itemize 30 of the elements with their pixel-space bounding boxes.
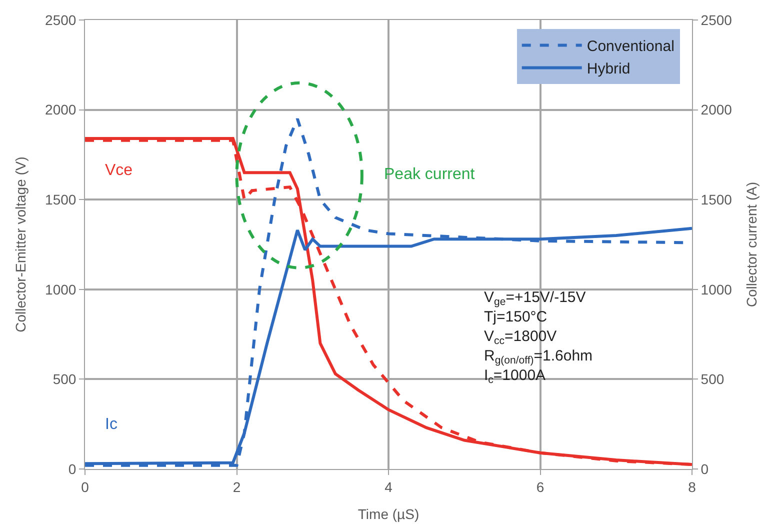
annotation: R$_{g(on/off)}$=1.6ohm [484,348,593,367]
y-tick-label: 1500 [45,192,76,208]
annotation: Tj=150°C [484,308,548,326]
y2-tick-label: 2000 [700,102,732,118]
y-tick-label: 2500 [45,12,76,28]
x-tick-label: 4 [384,478,393,495]
annotation: I$_{c}$=1000A [484,367,546,386]
x-tick-label: 8 [688,478,696,495]
annotation: Peak current [384,166,476,183]
annotation: Ic [105,416,118,433]
y2-tick-label: 2500 [700,12,732,28]
x-tick-label: 6 [536,478,544,495]
annotation: Vce [105,162,133,179]
y-tick-label: 1000 [45,281,76,298]
y-axis-title: Collector-Emitter voltage (V) [12,156,29,332]
y-tick-label: 2000 [45,102,76,118]
y2-tick-label: 0 [700,460,709,477]
y2-tick-label: 1000 [700,281,732,298]
y2-tick-label: 500 [700,371,724,388]
annotation: V$_{cc}$=1800V [484,328,557,348]
y-tick-label: 500 [52,371,76,388]
x-axis-title: Time (µS) [358,506,420,522]
y-tick-label: 0 [68,460,76,477]
legend-label: Conventional [586,38,674,56]
x-tick-label: 0 [81,478,90,495]
x-tick-label: 2 [232,478,241,495]
y2-axis-title: Collector current (A) [743,182,760,308]
y2-tick-label: 1500 [700,192,732,208]
annotation: V$_{ge}$=+15V/-15V [484,289,586,308]
legend-label: Hybrid [586,60,630,78]
